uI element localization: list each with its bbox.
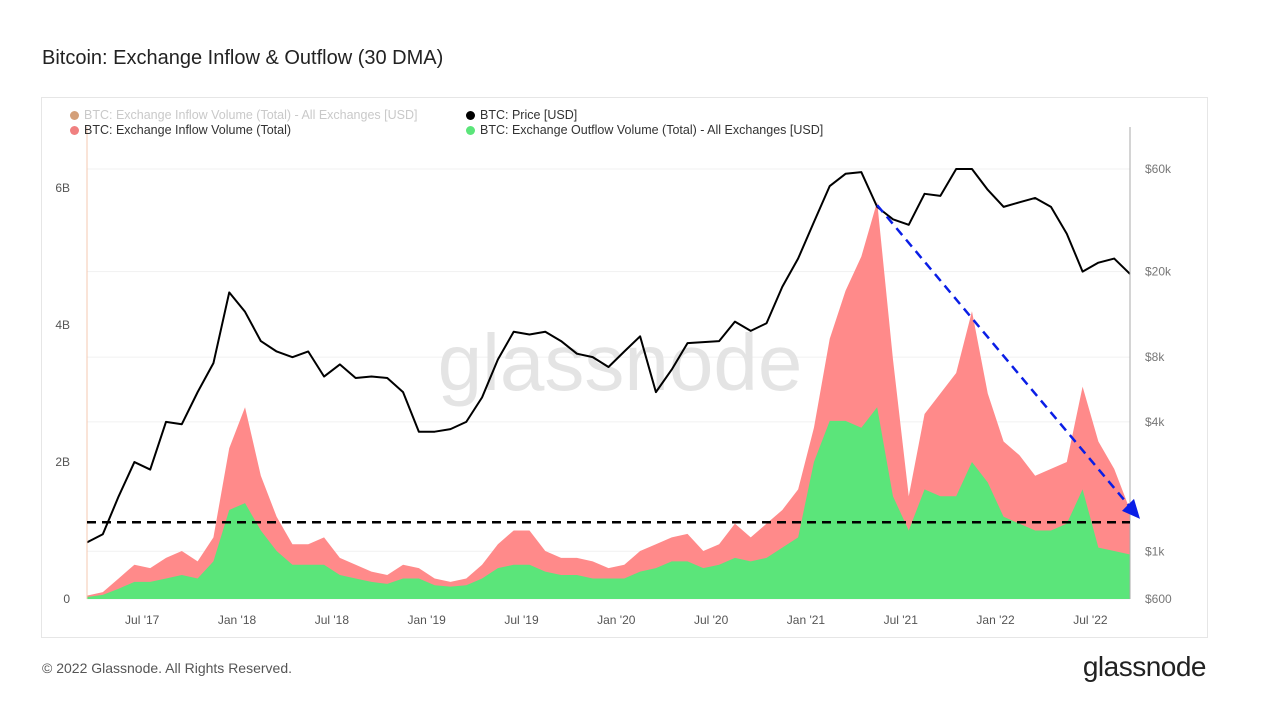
x-tick-label: Jan '19	[408, 613, 447, 627]
chart-frame	[41, 97, 1208, 638]
x-tick-label: Jul '21	[884, 613, 919, 627]
arrow-head-icon	[1122, 498, 1140, 519]
price-line	[86, 168, 1131, 544]
copyright: © 2022 Glassnode. All Rights Reserved.	[42, 660, 293, 676]
legend-dot-icon	[70, 110, 79, 120]
x-tick-label: Jul '18	[315, 613, 350, 627]
x-tick-label: Jul '20	[694, 613, 729, 627]
y-right-tick-label: $1k	[1145, 544, 1165, 558]
x-tick-label: Jan '21	[787, 613, 826, 627]
legend-dot-icon	[70, 125, 79, 135]
legend-label: BTC: Price [USD]	[480, 108, 578, 122]
legend-label: BTC: Exchange Inflow Volume (Total)	[84, 123, 292, 137]
y-right-tick-label: $8k	[1145, 350, 1165, 364]
legend-dot-icon	[466, 125, 475, 135]
x-tick-label: Jan '20	[597, 613, 636, 627]
x-tick-label: Jan '22	[976, 613, 1015, 627]
x-tick-label: Jul '19	[504, 613, 539, 627]
outflow-area	[87, 407, 1130, 599]
y-right-tick-label: $600	[1145, 592, 1172, 606]
y-left-tick-label: 0	[63, 592, 70, 606]
y-right-tick-label: $60k	[1145, 162, 1172, 176]
y-right-tick-label: $4k	[1145, 415, 1165, 429]
trend-arrow-line	[876, 204, 1131, 508]
legend-label: BTC: Exchange Inflow Volume (Total) - Al…	[84, 108, 418, 122]
x-tick-label: Jan '18	[218, 613, 257, 627]
watermark: glassnode	[438, 318, 803, 407]
y-left-tick-label: 2B	[55, 455, 70, 469]
legend-dot-icon	[466, 110, 475, 120]
x-tick-label: Jul '17	[125, 613, 160, 627]
y-left-tick-label: 4B	[55, 318, 70, 332]
legend-item[interactable]: BTC: Exchange Inflow Volume (Total) - Al…	[70, 108, 417, 122]
legend-item[interactable]: BTC: Price [USD]	[466, 108, 577, 122]
y-right-tick-label: $20k	[1145, 265, 1172, 279]
x-tick-label: Jul '22	[1073, 613, 1108, 627]
legend-item[interactable]: BTC: Exchange Outflow Volume (Total) - A…	[466, 123, 823, 137]
chart-title: Bitcoin: Exchange Inflow & Outflow (30 D…	[42, 47, 444, 69]
y-left-tick-label: 6B	[55, 181, 70, 195]
legend-item[interactable]: BTC: Exchange Inflow Volume (Total)	[70, 123, 291, 137]
glassnode-logo: glassnode	[1082, 651, 1207, 682]
legend-label: BTC: Exchange Outflow Volume (Total) - A…	[480, 123, 824, 137]
